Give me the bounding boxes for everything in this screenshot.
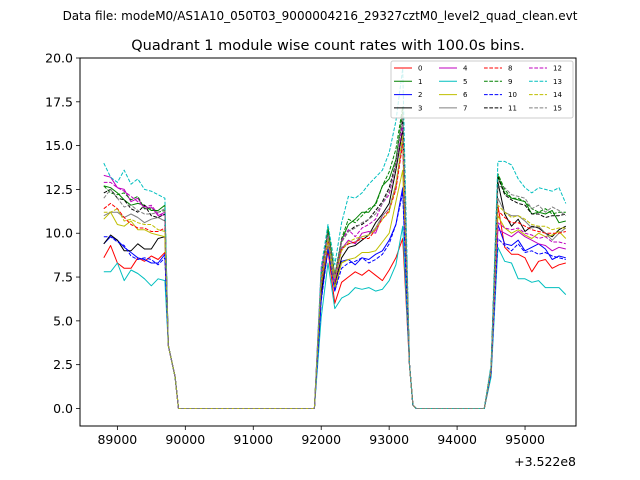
legend-label-4: 4 xyxy=(463,65,468,73)
y-tick-label: 17.5 xyxy=(45,94,73,109)
y-tick-label: 12.5 xyxy=(45,182,73,197)
legend-label-1: 1 xyxy=(418,78,422,86)
legend-label-13: 13 xyxy=(553,78,562,86)
y-tick-label: 0.0 xyxy=(53,401,73,416)
x-axis: 89000 90000 91000 92000 93000 94000 95000 xyxy=(97,426,545,447)
legend-label-2: 2 xyxy=(418,91,422,99)
legend-label-8: 8 xyxy=(508,65,512,73)
legend-label-10: 10 xyxy=(508,91,517,99)
y-tick-label: 7.5 xyxy=(53,270,73,285)
plot-frame xyxy=(79,57,577,427)
legend-label-7: 7 xyxy=(463,104,467,112)
legend-label-9: 9 xyxy=(508,78,512,86)
legend-box xyxy=(390,60,574,119)
legend-label-6: 6 xyxy=(463,91,468,99)
figure-suptitle: Data file: modeM0/AS1A10_050T03_90000042… xyxy=(63,9,578,23)
x-offset-label: +3.522e8 xyxy=(514,454,576,469)
series-lines xyxy=(103,68,567,409)
series-line-15 xyxy=(103,113,567,409)
legend-label-14: 14 xyxy=(553,91,562,99)
legend-label-12: 12 xyxy=(553,65,562,73)
y-tick-label: 15.0 xyxy=(45,138,73,153)
x-tick-label: 95000 xyxy=(505,432,545,447)
legend-label-15: 15 xyxy=(553,104,562,112)
chart-title: Quadrant 1 module wise count rates with … xyxy=(131,38,525,54)
y-tick-label: 2.5 xyxy=(53,357,73,372)
x-tick-label: 90000 xyxy=(165,432,205,447)
x-tick-label: 93000 xyxy=(369,432,409,447)
legend-label-5: 5 xyxy=(463,78,467,86)
legend-label-3: 3 xyxy=(418,104,422,112)
x-tick-label: 89000 xyxy=(97,432,137,447)
y-tick-label: 10.0 xyxy=(45,226,73,241)
legend-label-11: 11 xyxy=(508,104,517,112)
x-tick-label: 94000 xyxy=(437,432,477,447)
y-tick-label: 20.0 xyxy=(45,51,73,66)
x-tick-label: 92000 xyxy=(301,432,341,447)
legend-label-0: 0 xyxy=(418,65,422,73)
y-axis: 0.0 2.5 5.0 7.5 10.0 12.5 15.0 17.5 20.0 xyxy=(45,51,80,416)
y-tick-label: 5.0 xyxy=(53,313,73,328)
x-tick-label: 91000 xyxy=(233,432,273,447)
